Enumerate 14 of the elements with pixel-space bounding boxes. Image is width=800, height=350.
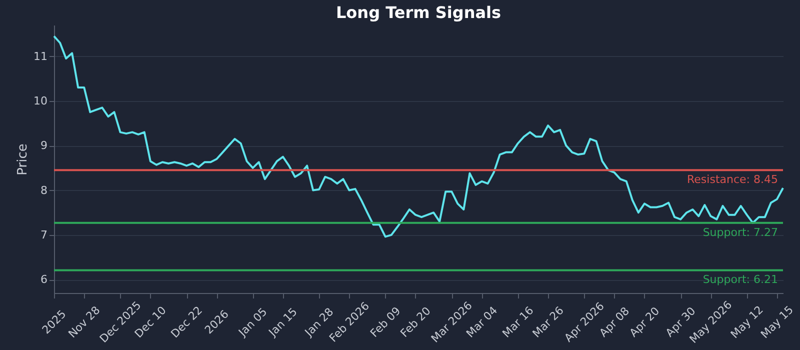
ref-line-label: Resistance: 8.45 — [687, 173, 778, 186]
y-tick-label: 10 — [34, 94, 48, 108]
y-axis-title: Price — [16, 144, 31, 176]
line-series — [53, 35, 784, 238]
x-tick-label: Dec 22 — [168, 304, 205, 340]
x-tick-label: Apr 20 — [627, 304, 662, 340]
y-tick-label: 7 — [40, 228, 48, 242]
y-tick-label: 6 — [40, 273, 48, 286]
ref-line-label: Support: 7.27 — [702, 226, 778, 239]
ref-line-label: Support: 6.21 — [702, 273, 778, 286]
y-tick-label: 11 — [34, 50, 48, 63]
y-tick-label: 8 — [40, 184, 48, 197]
chart-title: Long Term Signals — [336, 3, 502, 22]
y-tick-label: 9 — [40, 139, 48, 152]
